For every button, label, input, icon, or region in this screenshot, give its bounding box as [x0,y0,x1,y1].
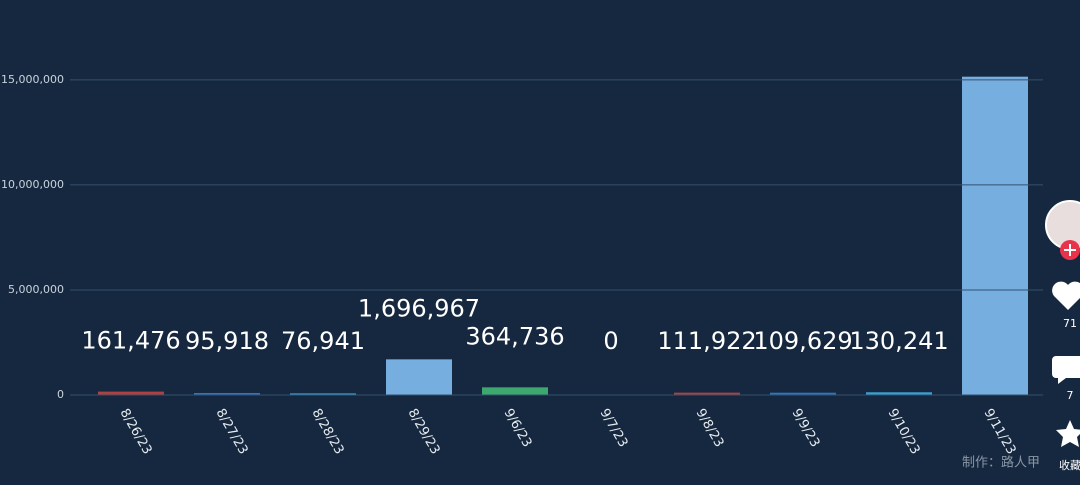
y-tick-label: 10,000,000 [1,178,64,191]
favorite-icon[interactable] [1056,420,1080,447]
x-tick-label: 9/11/23 [981,406,1019,457]
value-label: 364,736 [465,322,564,350]
bar [770,392,836,395]
value-label: 111,922 [657,327,756,355]
like-count: 71 [1063,317,1077,330]
x-tick-label: 9/8/23 [693,406,727,450]
x-tick-label: 9/7/23 [597,406,631,450]
value-label: 161,476 [81,327,180,355]
side-panel: 71 7 收藏 制作：路人甲 [962,200,1080,472]
bar [194,392,260,395]
like-icon[interactable] [1052,281,1080,310]
bar [962,76,1028,395]
bar [386,359,452,395]
x-tick-label: 9/10/23 [885,406,923,457]
y-tick-label: 15,000,000 [1,73,64,86]
favorite-label: 收藏 [1059,458,1080,472]
x-tick-label: 8/29/23 [405,406,443,457]
bar [674,392,740,395]
bar [98,391,164,395]
x-tick-label: 8/26/23 [117,406,155,457]
x-tick-label: 8/28/23 [309,406,347,457]
value-label: 109,629 [753,327,852,355]
y-tick-label: 0 [57,388,64,401]
watermark: 制作：路人甲 [962,455,1040,471]
plus-icon [1064,244,1076,256]
x-tick-label: 8/27/23 [213,406,251,457]
x-tick-label: 9/9/23 [789,406,823,450]
bar [482,387,548,395]
value-label: 76,941 [281,327,365,355]
value-label: 130,241 [849,327,948,355]
bar [290,393,356,395]
value-label: 95,918 [185,327,269,355]
value-label: 1,696,967 [358,294,480,322]
comment-icon[interactable] [1052,356,1080,384]
bar [866,392,932,395]
value-label: 0 [603,327,618,355]
comment-count: 7 [1067,389,1074,402]
x-tick-label: 9/6/23 [501,406,535,450]
y-tick-label: 5,000,000 [8,283,64,296]
